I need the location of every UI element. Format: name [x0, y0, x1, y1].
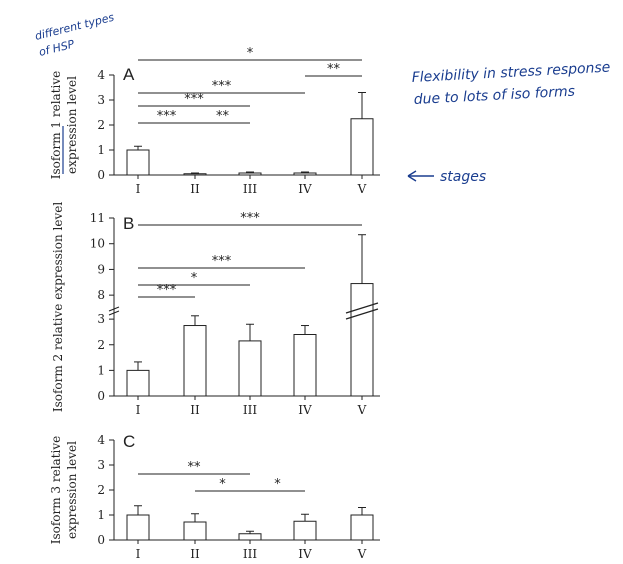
panel-letter: A [123, 65, 135, 84]
bar-III [238, 533, 262, 541]
y-tick-label: 0 [97, 533, 105, 547]
bar-II [183, 173, 207, 176]
significance-label: *** [157, 283, 177, 298]
x-tick-label-IV: IV [298, 403, 312, 417]
y-axis-title-line: Isoform 3 relative [49, 436, 63, 545]
x-tick-label-II: II [190, 403, 200, 417]
x-tick-label-V: V [357, 403, 367, 417]
significance-label: * [191, 271, 198, 286]
bar-II [183, 325, 207, 397]
bar-IV [293, 334, 317, 397]
y-tick-label: 1 [97, 363, 105, 377]
note-flexibility-line1: Flexibility in stress response [411, 60, 610, 86]
y-tick-label: 2 [97, 338, 105, 352]
bar-I [126, 514, 150, 541]
y-tick-label: 1 [97, 143, 105, 157]
y-tick-label: 3 [97, 312, 105, 326]
y-tick-label: 4 [97, 68, 105, 82]
handwritten-notes: different types of HSP Flexibility in st… [34, 11, 611, 185]
y-tick-label: 3 [97, 93, 105, 107]
x-tick-label-III: III [243, 182, 257, 196]
note-stages: stages [440, 169, 486, 185]
bar-V [350, 118, 374, 176]
bar-IV [293, 172, 317, 176]
x-tick-label-IV: IV [298, 547, 312, 561]
y-tick-label: 8 [97, 288, 105, 302]
y-axis-break-mark [108, 306, 120, 316]
y-tick-label: 4 [97, 433, 105, 447]
y-tick-label: 2 [97, 483, 105, 497]
significance-label: *** [212, 79, 232, 94]
x-tick-label-V: V [357, 547, 367, 561]
significance-label: * [219, 477, 226, 492]
bar-break-slash [345, 302, 379, 320]
y-tick-label: 0 [97, 389, 105, 403]
bar-V [350, 514, 374, 541]
y-tick-label: 2 [97, 118, 105, 132]
note-flexibility-line2: due to lots of iso forms [413, 84, 575, 108]
significance-label: *** [240, 211, 260, 226]
y-tick-label: 9 [97, 262, 105, 276]
x-tick-label-I: I [136, 182, 141, 196]
significance-label: *** [212, 254, 232, 269]
x-tick-label-III: III [243, 403, 257, 417]
y-axis-title-line: expression level [65, 76, 79, 174]
y-tick-label: 1 [97, 508, 105, 522]
bar-III [238, 172, 262, 176]
bar-I [126, 149, 150, 176]
stages-arrow-head [407, 170, 417, 182]
y-axis-title-line: Isoform 1 relative [49, 71, 63, 180]
significance-label: * [247, 46, 254, 61]
x-tick-label-V: V [357, 182, 367, 196]
x-tick-label-III: III [243, 547, 257, 561]
note-types-line1: different types [34, 11, 116, 43]
significance-label: ** [327, 62, 341, 77]
panel-letter: C [123, 432, 135, 451]
bar-IV [293, 520, 317, 541]
bar-II [183, 521, 207, 541]
x-tick-label-I: I [136, 403, 141, 417]
bar-I [126, 369, 150, 397]
y-axis-title-line: expression level [65, 441, 79, 539]
significance-label: * [274, 477, 281, 492]
x-tick-label-II: II [190, 547, 200, 561]
bar-III [238, 340, 262, 397]
panel-letter: B [123, 214, 134, 233]
y-axis-title: Isoform 2 relative expression level [51, 202, 65, 412]
bar-V [350, 283, 374, 397]
significance-label: *** [157, 109, 177, 124]
significance-label: ** [188, 460, 202, 475]
significance-label: *** [184, 92, 204, 107]
significance-label: ** [216, 109, 230, 124]
y-tick-label: 0 [97, 168, 105, 182]
x-tick-label-IV: IV [298, 182, 312, 196]
x-tick-label-II: II [190, 182, 200, 196]
y-tick-label: 3 [97, 458, 105, 472]
y-tick-label: 10 [90, 237, 105, 251]
y-tick-label: 11 [90, 211, 105, 225]
x-tick-label-I: I [136, 547, 141, 561]
